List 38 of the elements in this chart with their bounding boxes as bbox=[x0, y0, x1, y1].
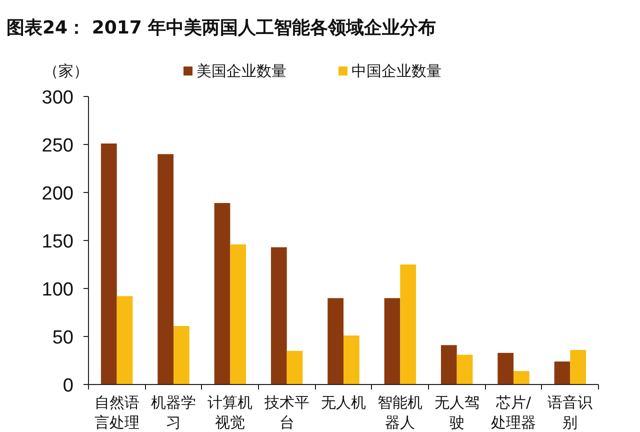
bar bbox=[230, 244, 246, 384]
y-tick-label: 200 bbox=[42, 184, 74, 204]
y-tick-label: 250 bbox=[42, 136, 74, 156]
y-tick-label: 150 bbox=[42, 232, 74, 252]
bar bbox=[554, 361, 570, 384]
bar bbox=[344, 336, 360, 384]
y-tick-label: 300 bbox=[42, 88, 74, 108]
y-tick-label: 50 bbox=[52, 328, 74, 348]
bar bbox=[514, 371, 530, 384]
y-tick-label: 100 bbox=[42, 280, 74, 300]
bar bbox=[158, 154, 174, 384]
bar bbox=[214, 203, 230, 384]
bar bbox=[270, 247, 287, 384]
bar bbox=[286, 350, 303, 384]
bar bbox=[440, 345, 457, 384]
x-tick-label: 机器学习 bbox=[151, 394, 196, 432]
x-tick-label: 语音识别 bbox=[548, 394, 593, 432]
bar bbox=[100, 144, 117, 384]
legend-label: 美国企业数量 bbox=[196, 62, 286, 80]
y-tick-label: 0 bbox=[62, 376, 74, 396]
x-tick-label: 自然语言处理 bbox=[94, 394, 140, 432]
x-tick-label: 芯片/处理器 bbox=[491, 394, 536, 432]
chart-title: 图表24： 2017 年中美两国人工智能各领域企业分布 bbox=[6, 18, 436, 38]
bar bbox=[400, 264, 416, 384]
y-axis-title: （家） bbox=[44, 62, 88, 80]
x-tick-label: 计算机视觉 bbox=[208, 394, 253, 432]
x-tick-label: 无人机 bbox=[321, 394, 366, 412]
bar bbox=[384, 298, 400, 384]
bar bbox=[498, 352, 514, 384]
legend-label: 中国企业数量 bbox=[352, 62, 442, 80]
x-tick-label: 技术平台 bbox=[263, 394, 310, 432]
bar bbox=[570, 350, 586, 384]
bar bbox=[456, 354, 473, 384]
bar bbox=[328, 298, 344, 384]
x-tick-label: 无人驾驶 bbox=[434, 394, 480, 432]
bar bbox=[116, 296, 133, 384]
x-tick-label: 智能机器人 bbox=[378, 394, 423, 432]
bar bbox=[174, 326, 190, 384]
